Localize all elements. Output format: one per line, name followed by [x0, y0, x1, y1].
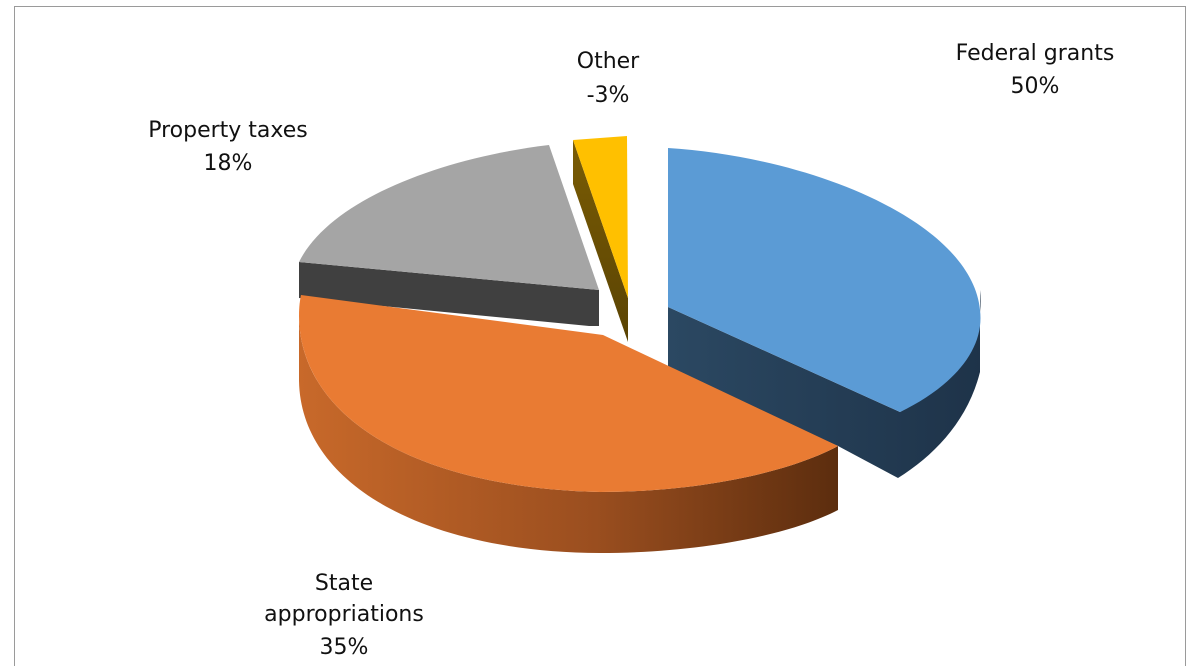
label-state-appropriations-value: 35%	[320, 635, 369, 660]
label-other-name: Other	[577, 49, 640, 74]
pie-slice-state-appropriations	[299, 295, 838, 553]
property-taxes-slice-top	[299, 145, 599, 290]
property-taxes-slice-wall	[299, 262, 599, 326]
label-property-taxes-name: Property taxes	[148, 118, 308, 143]
label-state-appropriations-name-line2: appropriations	[264, 602, 424, 627]
other-slice-top	[573, 136, 628, 298]
pie-slice-other	[573, 136, 628, 342]
pie-slice-property-taxes	[299, 145, 599, 326]
federal-grants-slice-top	[668, 148, 981, 412]
pie-slice-federal-grants	[668, 148, 981, 478]
state-appropriations-slice-top	[299, 295, 838, 492]
label-other-value: -3%	[587, 83, 630, 108]
state-appropriations-slice-side	[299, 316, 838, 553]
label-property-taxes-value: 18%	[204, 151, 253, 176]
federal-grants-slice-side	[668, 290, 981, 478]
label-federal-grants-value: 50%	[1011, 74, 1060, 99]
label-state-appropriations-name-line1: State	[315, 571, 373, 596]
label-federal-grants-name: Federal grants	[956, 41, 1115, 66]
other-slice-wall	[573, 140, 628, 342]
